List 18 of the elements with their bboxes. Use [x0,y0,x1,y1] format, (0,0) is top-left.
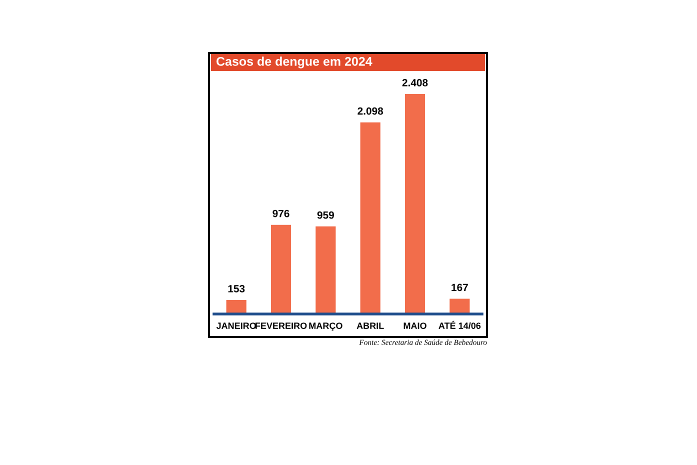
data-label: 167 [452,284,468,292]
data-label: 153 [228,285,245,292]
chart-title: Casos de dengue em 2024 [216,56,372,68]
x-tick-label: MARÇO [309,322,342,331]
data-label: 959 [317,211,334,219]
x-tick-label: FEVEREIRO [256,322,307,329]
data-label: 2.098 [358,107,384,115]
data-label: 2.408 [402,79,428,86]
bar [404,94,426,314]
bar [316,226,336,314]
x-tick-label: ABRIL [356,322,384,329]
bar [450,298,470,314]
bar [270,224,292,314]
x-tick-label: MAIO [404,322,426,329]
x-tick-label: JANEIRO [216,322,256,329]
data-label: 976 [272,210,290,218]
bar [360,122,380,314]
x-tick-label: ATÉ 14/06 [438,320,481,330]
